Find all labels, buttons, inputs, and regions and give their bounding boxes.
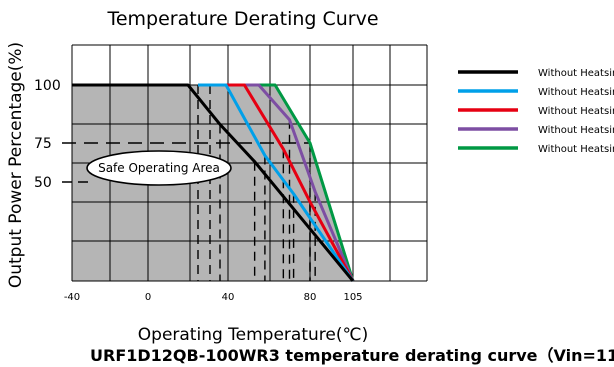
chart-title: Temperature Derating Curve	[106, 8, 378, 30]
y-tick-label: 100	[34, 78, 61, 94]
legend-label: Without Heatsink	[538, 106, 614, 117]
series-line-4	[236, 83, 355, 282]
x-axis-label: Operating Temperature(℃)	[138, 325, 368, 345]
legend-label: Without Heatsink	[538, 125, 614, 136]
series-line-1	[72, 83, 355, 282]
x-tick-label: 80	[304, 292, 317, 303]
legend-label: Without Heatsink	[538, 68, 614, 79]
chart-caption: URF1D12QB-100WR3 temperature derating cu…	[90, 346, 614, 365]
series-line-2	[198, 83, 355, 282]
x-tick-label: 0	[145, 292, 151, 303]
annotation-text: Safe Operating Area	[98, 161, 220, 175]
annotation-bubble	[86, 150, 232, 186]
legend-label: Without Heatsink	[538, 87, 614, 98]
y-tick-label: 75	[34, 136, 52, 152]
x-tick-label: 40	[222, 292, 235, 303]
y-tick-label: 50	[34, 175, 52, 191]
plot-area: -40 0 40 80 105 100 75 50 Safe Operating Area	[34, 44, 428, 303]
legend-label: Without Heatsink	[538, 144, 614, 155]
series-line-5	[258, 83, 355, 282]
x-tick-label: -40	[64, 292, 80, 303]
y-axis-label: Output Power Percentage(%)	[6, 42, 26, 288]
legend: Without Heatsink Without Heatsink Without …	[458, 68, 614, 155]
x-tick-label: 105	[343, 292, 362, 303]
series-line-3	[210, 83, 355, 282]
